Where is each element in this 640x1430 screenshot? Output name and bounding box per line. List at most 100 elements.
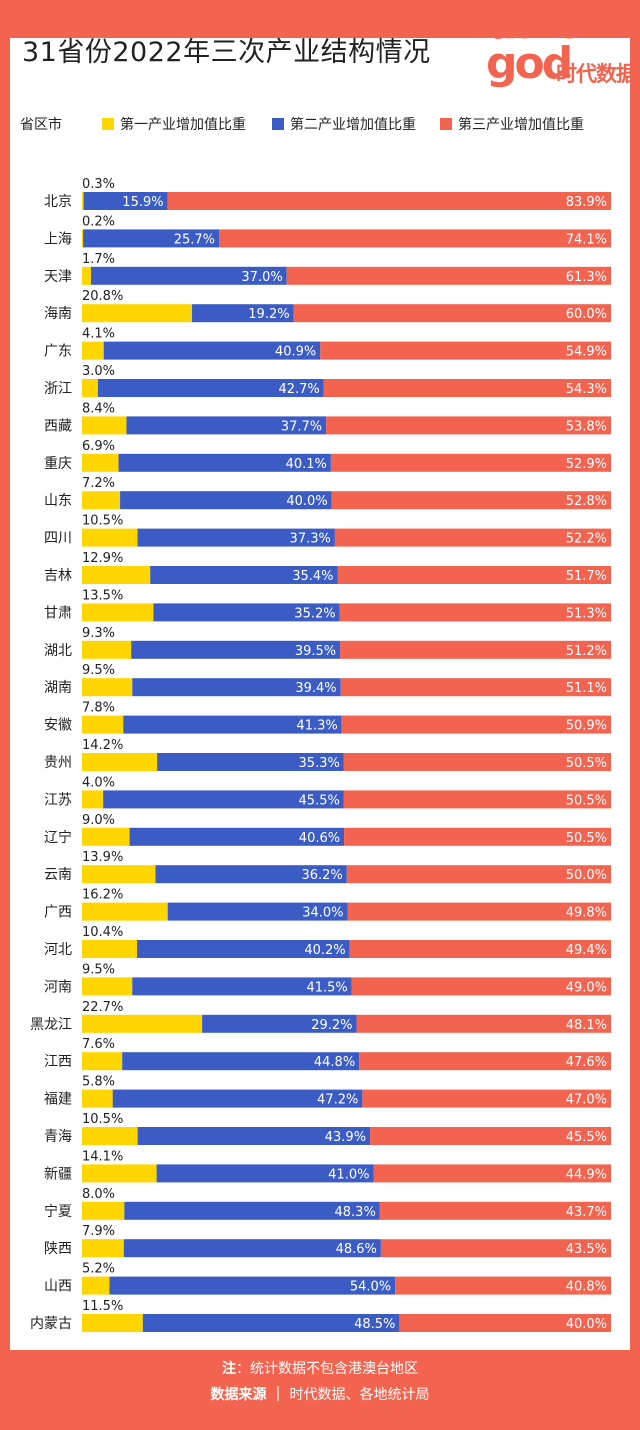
data-label-tertiary: 51.3%: [566, 606, 607, 621]
data-label-tertiary: 50.5%: [566, 756, 607, 771]
data-label-secondary: 36.2%: [301, 868, 342, 883]
bar-row: 湖南 9.5% 39.4% 51.1%: [44, 663, 611, 697]
category-label: 山西: [44, 1279, 72, 1295]
bar-tertiary: [351, 977, 611, 996]
bar-tertiary: [370, 1127, 611, 1145]
data-label-tertiary: 49.8%: [566, 906, 607, 921]
data-label-tertiary: 50.0%: [566, 868, 607, 883]
bar-row: 浙江 3.0% 42.7% 54.3%: [44, 364, 611, 397]
bar-tertiary: [347, 902, 611, 921]
bar-secondary: [123, 1239, 381, 1258]
category-label: 广西: [44, 905, 72, 921]
bar-secondary: [129, 827, 345, 846]
note-text: ：统计数据不包含港澳台地区: [236, 1361, 418, 1377]
bar-tertiary: [399, 1314, 611, 1332]
bar-row: 宁夏 8.0% 48.3% 43.7%: [44, 1187, 611, 1220]
bar-tertiary: [334, 528, 611, 547]
bar-primary: [82, 1052, 123, 1071]
bar-primary: [82, 1014, 203, 1033]
bar-secondary: [137, 528, 335, 547]
bar-row: 山西 5.2% 54.0% 40.8%: [44, 1262, 611, 1295]
data-label-primary: 11.5%: [82, 1299, 123, 1314]
bar-tertiary: [349, 940, 611, 958]
category-label: 贵州: [44, 755, 72, 771]
data-label-primary: 7.8%: [82, 701, 115, 716]
bar-tertiary: [362, 1089, 611, 1108]
bar-secondary: [131, 640, 341, 659]
data-label-tertiary: 53.8%: [566, 419, 607, 434]
data-label-secondary: 29.2%: [311, 1018, 352, 1033]
bar-secondary: [192, 304, 294, 323]
bar-row: 江西 7.6% 44.8% 47.6%: [44, 1037, 611, 1071]
category-label: 天津: [44, 269, 72, 285]
data-label-primary: 14.2%: [82, 738, 123, 753]
bar-row: 广东 4.1% 40.9% 54.9%: [44, 327, 611, 360]
bar-tertiary: [343, 790, 611, 809]
legend-item-primary: 第一产业增加值比重: [102, 114, 246, 134]
category-label: 内蒙古: [30, 1316, 72, 1332]
bar-primary: [82, 790, 104, 809]
bar-primary: [82, 266, 91, 285]
data-label-secondary: 39.5%: [295, 644, 336, 659]
category-label: 江苏: [44, 792, 72, 808]
bar-secondary: [109, 1276, 396, 1295]
bar-secondary: [153, 603, 340, 622]
bar-row: 安徽 7.8% 41.3% 50.9%: [44, 701, 611, 734]
data-label-tertiary: 50.9%: [566, 719, 607, 734]
bar-tertiary: [343, 753, 611, 771]
bar-primary: [82, 416, 127, 435]
data-label-primary: 5.8%: [82, 1075, 115, 1090]
data-label-primary: 8.4%: [82, 401, 115, 416]
data-label-primary: 9.5%: [82, 663, 115, 678]
bar-secondary: [124, 1201, 380, 1220]
bar-secondary: [90, 266, 287, 285]
data-label-secondary: 15.9%: [122, 195, 163, 210]
bar-primary: [82, 977, 133, 996]
bar-secondary: [142, 1314, 400, 1332]
bar-primary: [82, 1089, 113, 1108]
category-label: 江西: [44, 1054, 72, 1070]
legend-header: 省区市: [20, 117, 62, 133]
bar-primary: [82, 1276, 110, 1295]
bar-primary: [82, 827, 130, 846]
data-label-secondary: 42.7%: [278, 382, 319, 397]
data-label-secondary: 40.1%: [286, 457, 327, 472]
data-label-primary: 10.4%: [82, 925, 123, 940]
data-label-tertiary: 40.8%: [566, 1280, 607, 1295]
bar-tertiary: [323, 379, 611, 397]
category-label: 山东: [44, 493, 72, 509]
data-label-primary: 4.0%: [82, 775, 115, 790]
category-label: 宁夏: [44, 1203, 72, 1220]
bar-secondary: [137, 1127, 371, 1145]
data-label-primary: 7.2%: [82, 476, 115, 491]
category-label: 重庆: [44, 456, 72, 472]
bar-primary: [82, 1164, 157, 1183]
bar-row: 贵州 14.2% 35.3% 50.5%: [44, 738, 611, 771]
data-label-tertiary: 52.8%: [566, 494, 607, 509]
bar-tertiary: [344, 827, 611, 846]
legend-label-primary: 第一产业增加值比重: [120, 117, 246, 133]
bar-primary: [82, 229, 84, 248]
bar-primary: [82, 379, 98, 397]
data-label-secondary: 37.0%: [241, 270, 282, 285]
bar-secondary: [103, 790, 344, 809]
bar-tertiary: [340, 640, 611, 659]
data-label-secondary: 44.8%: [314, 1055, 355, 1070]
bar-secondary: [137, 940, 350, 958]
data-label-primary: 7.6%: [82, 1037, 115, 1052]
data-label-tertiary: 50.5%: [566, 793, 607, 808]
bar-primary: [82, 753, 158, 771]
category-label: 湖南: [44, 680, 72, 696]
bar-primary: [82, 603, 154, 622]
datagod-logo: data god 时代数据: [486, 2, 637, 104]
legend-item-secondary: 第二产业增加值比重: [272, 114, 416, 134]
data-label-tertiary: 51.2%: [566, 644, 607, 659]
bar-primary: [82, 1127, 138, 1145]
data-label-secondary: 34.0%: [302, 906, 343, 921]
data-label-primary: 9.5%: [82, 962, 115, 977]
bar-primary: [82, 304, 193, 323]
category-label: 湖北: [44, 643, 72, 659]
data-label-secondary: 35.4%: [292, 569, 333, 584]
bar-secondary: [157, 753, 344, 771]
